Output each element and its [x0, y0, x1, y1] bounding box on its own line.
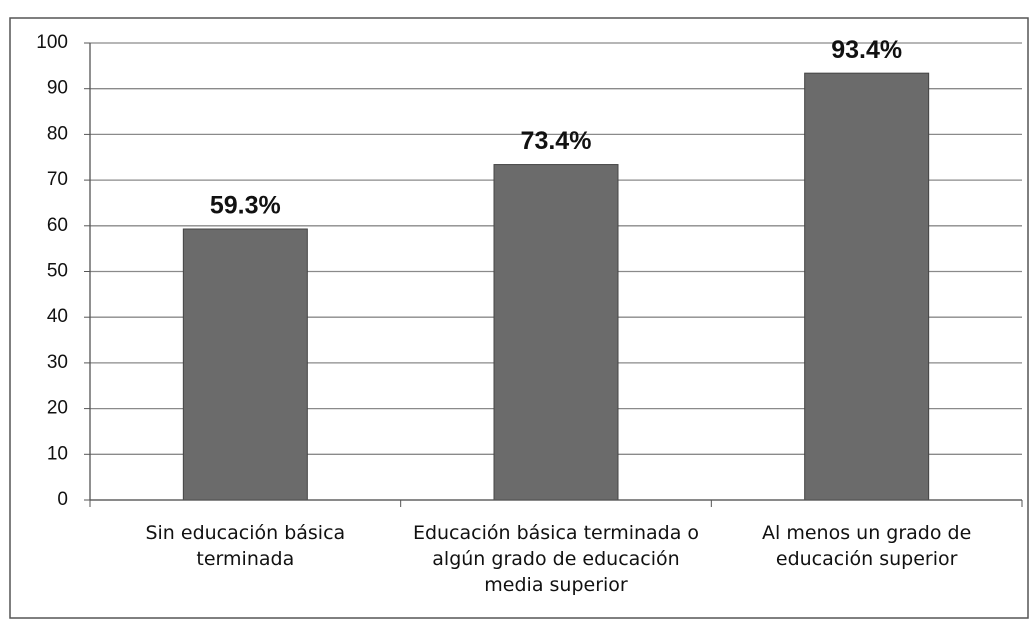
y-tick-label: 50: [47, 261, 68, 282]
chart-border: [9, 17, 1029, 619]
data-label: 93.4%: [831, 36, 902, 64]
x-tick-label: Al menos un grado de educación superior: [762, 522, 972, 570]
y-tick-label: 70: [47, 169, 68, 190]
data-label: 59.3%: [210, 192, 281, 220]
y-tick-label: 100: [36, 32, 68, 53]
bar: [182, 228, 308, 501]
x-tick-label: Sin educación básica terminada: [145, 522, 346, 570]
y-tick-label: 10: [47, 443, 68, 464]
data-label: 73.4%: [521, 127, 592, 155]
x-tick-label: Educación básica terminada o algún grado…: [412, 522, 700, 596]
y-tick-label: 40: [47, 306, 68, 327]
y-tick-label: 60: [47, 215, 68, 236]
y-tick-label: 90: [47, 78, 68, 99]
bar: [804, 72, 930, 501]
y-tick-label: 0: [57, 489, 68, 510]
y-tick-label: 30: [47, 352, 68, 373]
y-tick-label: 80: [47, 123, 68, 144]
bar: [493, 164, 619, 501]
y-tick-label: 20: [47, 398, 68, 419]
